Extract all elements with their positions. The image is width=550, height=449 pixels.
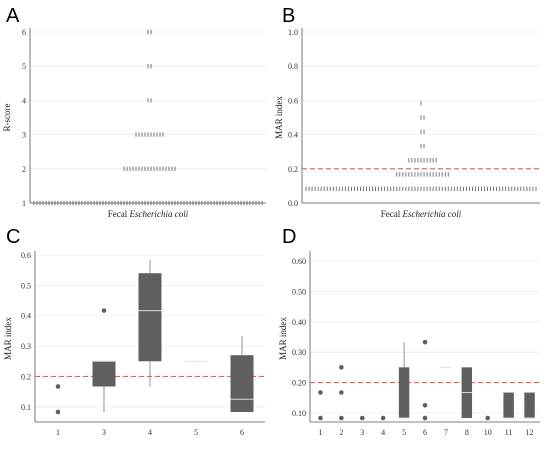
box [398, 367, 410, 419]
box [503, 392, 514, 419]
x-tick-label: 7 [444, 428, 448, 437]
box [524, 392, 535, 419]
y-tick-label: 0.20 [292, 379, 306, 388]
y-axis-title: MAR index [274, 96, 284, 139]
y-tick-label: 0.50 [292, 287, 306, 296]
outlier-point [380, 415, 386, 421]
y-axis-title: MAR index [278, 317, 288, 360]
y-axis-title: R-score [2, 104, 12, 132]
panel-letter: A [6, 5, 20, 27]
y-tick-label: 1.0 [288, 28, 298, 37]
y-tick-label: 2 [22, 165, 26, 174]
panel-c: C 0.1 0.2 0.3 0.4 0.5 0.6 MAR index 1 3 4 5 6 [3, 226, 265, 437]
x-axis-title-prefix: Fecal [381, 209, 403, 219]
panel-a: A 1 2 3 4 5 6 R-score Fecal Escherichia coli [2, 5, 266, 219]
y-tick-label: 0.4 [21, 312, 31, 321]
outlier-point [339, 365, 344, 370]
outlier-point [422, 403, 428, 408]
x-tick-label: 10 [484, 428, 492, 437]
y-tick-label: 0.4 [288, 131, 298, 140]
x-axis-title: Fecal Escherichia coli [108, 209, 189, 219]
panel-letter: D [282, 226, 296, 248]
outlier-point [485, 415, 491, 421]
y-tick-label: 0.60 [292, 257, 306, 266]
x-tick-label: 1 [318, 428, 322, 437]
outlier-point [339, 390, 344, 395]
panel-b: B 0.0 0.2 0.4 0.6 0.8 1.0 MAR index Fecal Escher… [274, 5, 540, 219]
x-axis-title-species: Escherichia coli [129, 209, 189, 219]
y-tick-label: 0.3 [21, 342, 31, 351]
outlier-point [55, 409, 61, 415]
x-axis-title-species: Escherichia coli [402, 209, 462, 219]
x-tick-label: 2 [339, 428, 343, 437]
x-tick-label: 4 [148, 428, 152, 437]
x-tick-label: 8 [465, 428, 469, 437]
y-tick-label: 0.5 [21, 281, 31, 290]
y-tick-label: 0.2 [21, 372, 31, 381]
y-tick-label: 0.6 [21, 251, 31, 260]
box [230, 355, 254, 412]
outlier-point [318, 390, 323, 395]
x-tick-label: 4 [381, 428, 385, 437]
y-tick-label: 3 [22, 131, 26, 140]
x-tick-label: 12 [526, 428, 534, 437]
y-tick-label: 0.30 [292, 348, 306, 357]
x-tick-label: 5 [402, 428, 406, 437]
y-tick-label: 0.2 [288, 165, 298, 174]
box [138, 273, 162, 362]
y-tick-label: 5 [22, 62, 26, 71]
panel-letter: B [282, 5, 295, 27]
y-tick-label: 0.40 [292, 318, 306, 327]
x-tick-label: 3 [102, 428, 106, 437]
outlier-point [318, 415, 323, 421]
x-tick-label: 6 [423, 428, 427, 437]
x-tick-label: 3 [360, 428, 364, 437]
outlier-point [55, 384, 61, 389]
y-tick-label: 0.8 [288, 62, 298, 71]
y-tick-label: 6 [22, 28, 26, 37]
x-tick-label: 6 [240, 428, 244, 437]
y-tick-label: 1 [22, 199, 26, 208]
y-tick-label: 4 [22, 96, 26, 105]
outlier-point [422, 339, 428, 345]
outlier-point [339, 415, 344, 421]
outlier-point [422, 415, 428, 421]
x-axis-title-prefix: Fecal [108, 209, 130, 219]
y-tick-label: 0.10 [292, 409, 306, 418]
outlier-point [359, 415, 365, 421]
x-tick-label: 5 [194, 428, 198, 437]
outlier-point [101, 308, 107, 313]
x-axis-title: Fecal Escherichia coli [381, 209, 462, 219]
y-axis-title: MAR index [3, 317, 13, 360]
y-tick-label: 0.6 [288, 96, 298, 105]
x-tick-label: 1 [56, 428, 60, 437]
y-tick-label: 0.1 [21, 403, 31, 412]
y-tick-label: 0.0 [288, 199, 298, 208]
panel-letter: C [6, 226, 20, 248]
box [92, 361, 116, 387]
x-tick-label: 11 [505, 428, 513, 437]
